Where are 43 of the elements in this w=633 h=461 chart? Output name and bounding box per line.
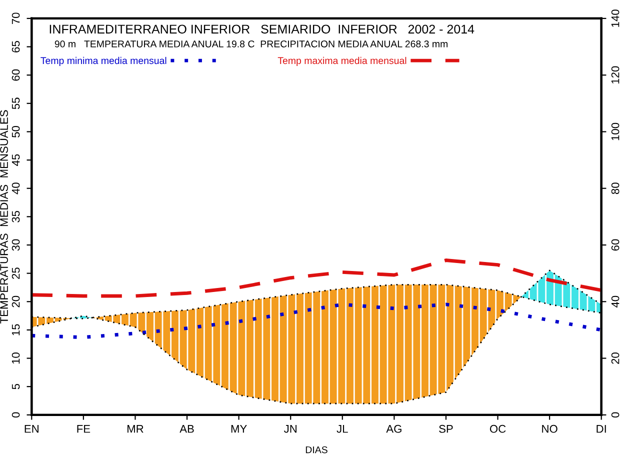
y-tick-label: 30 — [12, 239, 20, 251]
x-tick-label: MY — [231, 425, 247, 433]
x-tick-label: JN — [284, 425, 296, 433]
y-tick-label: 45 — [12, 154, 20, 166]
y2-tick-label: 0 — [611, 412, 620, 418]
x-axis-title: DIAS — [306, 446, 328, 454]
y-tick-label: 10 — [12, 352, 20, 364]
line-series — [32, 302, 602, 340]
y2-tick-label: 60 — [611, 239, 620, 251]
chart-title: INFRAMEDITERRANEO INFERIOR SEMIARIDO INFERIOR 2002 - 2014 — [50, 24, 474, 34]
y2-tick-label: 80 — [611, 182, 620, 194]
line-series — [32, 258, 602, 298]
x-tick-label: OC — [490, 424, 506, 433]
y-tick-label: 15 — [12, 324, 20, 336]
x-tick-label: DI — [596, 425, 606, 433]
text: Temp minima media mensual — [40, 56, 166, 66]
x-tick-label: JL — [336, 425, 348, 433]
y-tick-label: 50 — [12, 126, 20, 138]
x-tick-label: EN — [24, 425, 38, 433]
x-tick-label: NO — [542, 424, 558, 433]
y-tick-label: 65 — [12, 41, 20, 52]
y-axis-title: TEMPERATURAS MEDIAS MENSUALES — [0, 110, 8, 324]
y-tick-label: 35 — [12, 210, 20, 222]
y-tick-label: 40 — [12, 182, 20, 194]
y-tick-label: 70 — [12, 12, 20, 24]
y2-tick-label: 40 — [611, 296, 620, 308]
y2-tick-label: 140 — [611, 10, 620, 27]
y-tick-label: 60 — [12, 69, 20, 81]
y-tick-label: 0 — [12, 412, 20, 418]
text: Temp maxima media mensual — [278, 56, 406, 66]
x-tick-label: FE — [77, 425, 90, 433]
text: 90 m TEMPERATURA MEDIA ANUAL 19.8 C PRECIPITACION MEDIA ANUAL 268.3 mm — [54, 40, 448, 48]
y-tick-label: 20 — [12, 296, 20, 308]
x-tick-label: SP — [439, 424, 453, 433]
y2-tick-label: 120 — [611, 66, 620, 84]
x-tick-label: MR — [128, 425, 144, 433]
x-tick-label: AB — [180, 425, 194, 433]
y2-tick-label: 100 — [611, 122, 620, 140]
y-tick-label: 5 — [12, 384, 20, 390]
y-tick-label: 55 — [12, 98, 20, 110]
y-tick-label: 25 — [12, 268, 20, 279]
x-tick-label: AG — [386, 424, 402, 433]
y2-tick-label: 20 — [611, 352, 620, 364]
